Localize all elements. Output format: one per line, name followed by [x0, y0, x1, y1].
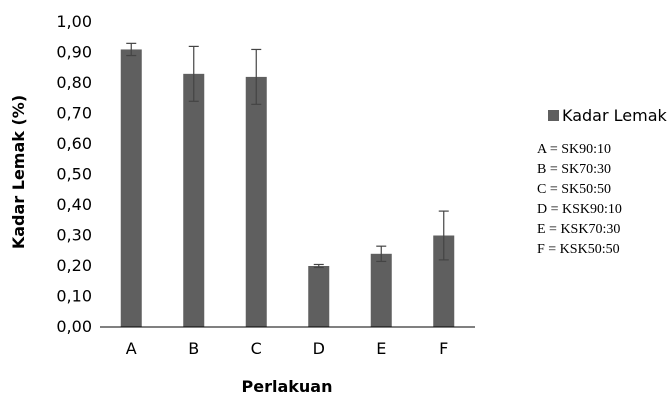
treatment-note: B = SK70:30 [537, 162, 611, 177]
treatment-note: F = KSK50:50 [537, 242, 620, 257]
bar [120, 49, 142, 327]
y-tick-label: 0,80 [56, 73, 92, 92]
treatment-legend: A = SK90:10 B = SK70:30 C = SK50:50 D = KSK… [537, 142, 622, 257]
y-tick-label: 0,90 [56, 43, 92, 62]
y-axis-ticks: 0,00 0,10 0,20 0,30 0,40 0,50 0,60 0,70 0,80 0,90… [56, 12, 92, 336]
y-tick-label: 0,20 [56, 256, 92, 275]
bar [245, 76, 267, 328]
y-tick-label: 0,30 [56, 226, 92, 245]
y-tick-label: 0,70 [56, 104, 92, 123]
bar [433, 235, 455, 327]
y-tick-label: 0,50 [56, 165, 92, 184]
x-axis-title: Perlakuan [242, 377, 333, 396]
treatment-note: C = SK50:50 [537, 182, 611, 197]
x-tick-label: A [126, 339, 137, 358]
y-tick-label: 0,10 [56, 287, 92, 306]
y-axis-title: Kadar Lemak (%) [9, 95, 28, 249]
bars [120, 49, 455, 328]
bar [370, 253, 392, 327]
x-tick-label: D [313, 339, 325, 358]
y-tick-label: 0,60 [56, 134, 92, 153]
legend-label: Kadar Lemak [562, 106, 668, 125]
y-tick-label: 0,40 [56, 195, 92, 214]
x-tick-label: F [439, 339, 448, 358]
treatment-note: A = SK90:10 [537, 142, 611, 157]
error-bars [126, 42, 449, 269]
legend-swatch [548, 110, 559, 121]
x-tick-label: B [188, 339, 199, 358]
treatment-note: D = KSK90:10 [537, 202, 622, 217]
x-tick-label: C [251, 339, 262, 358]
y-tick-label: 0,00 [56, 317, 92, 336]
y-tick-label: 1,00 [56, 12, 92, 31]
bar [183, 73, 205, 327]
bar [308, 266, 330, 327]
x-axis-ticks: A B C D E F [126, 339, 449, 358]
x-tick-label: E [376, 339, 386, 358]
legend: Kadar Lemak [548, 106, 668, 125]
treatment-note: E = KSK70:30 [537, 222, 620, 237]
